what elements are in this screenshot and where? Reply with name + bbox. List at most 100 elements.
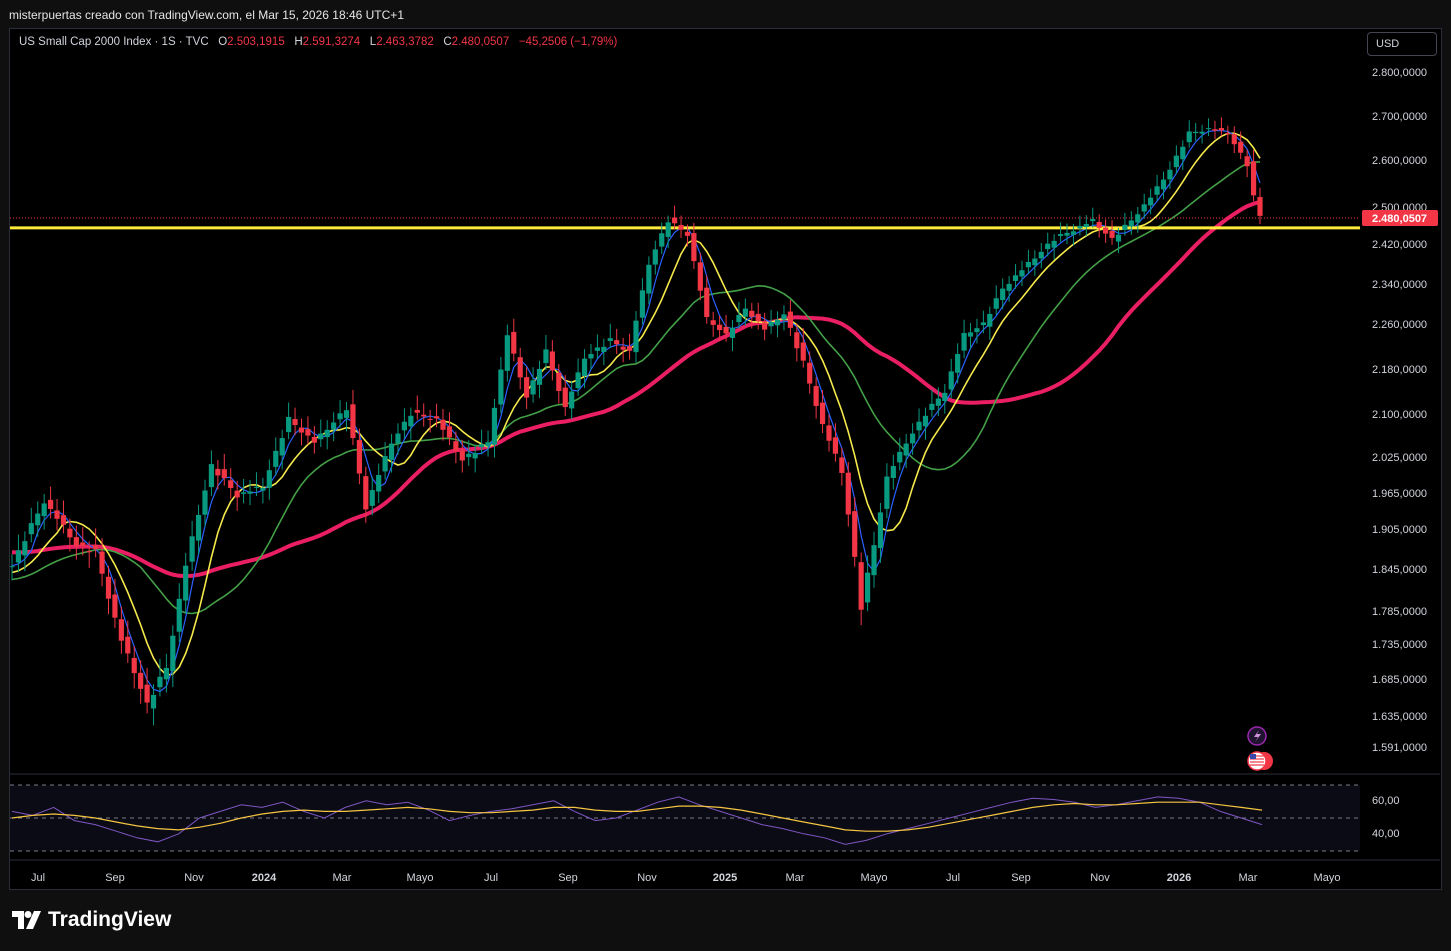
candle — [942, 384, 948, 414]
candle-body — [762, 322, 768, 330]
candle — [1038, 243, 1044, 269]
x-tick-label: Jul — [484, 872, 498, 884]
tradingview-logo-icon — [12, 911, 41, 929]
candle-body — [1218, 128, 1225, 131]
candle — [524, 367, 530, 409]
candle-body — [916, 421, 922, 431]
candle — [594, 334, 601, 360]
candle-body — [864, 572, 871, 603]
candle-body — [858, 562, 864, 610]
candle — [427, 410, 433, 433]
candle-body — [273, 450, 279, 467]
candle — [221, 453, 227, 486]
candle-body — [221, 469, 227, 479]
candle — [556, 364, 562, 404]
candle — [1205, 118, 1212, 136]
candle — [125, 620, 131, 663]
candle-body — [195, 514, 202, 541]
candle-body — [601, 346, 607, 353]
candle — [1064, 223, 1070, 245]
candle-body — [1199, 131, 1205, 134]
candle-body — [138, 672, 144, 689]
candle-body — [588, 353, 594, 359]
candle — [253, 472, 260, 496]
candle-body — [118, 619, 124, 641]
candle-body — [897, 451, 903, 463]
candle — [208, 450, 215, 496]
candle-body — [1012, 275, 1019, 281]
candle — [729, 319, 736, 352]
candle — [922, 407, 929, 440]
candle — [15, 534, 22, 573]
candle-body — [1019, 270, 1025, 277]
y-tick-label: 1.965,0000 — [1372, 488, 1427, 500]
candle-body — [826, 425, 832, 441]
candle-body — [1212, 129, 1218, 131]
high-value: 2.591,3274 — [302, 36, 361, 48]
y-tick-label: 2.025,0000 — [1372, 452, 1427, 464]
y-tick-label: 1.735,0000 — [1372, 639, 1427, 651]
candle-body — [877, 512, 884, 549]
currency-button[interactable]: USD — [1367, 32, 1437, 56]
candle-body — [343, 410, 350, 418]
candle — [54, 499, 60, 531]
candle-body — [768, 322, 774, 327]
candle-body — [286, 416, 292, 433]
candle — [1193, 122, 1199, 141]
candle — [807, 351, 813, 394]
candle — [35, 501, 41, 537]
candle — [247, 480, 253, 506]
candle — [60, 500, 67, 534]
candle-body — [446, 426, 453, 438]
candle — [144, 668, 150, 714]
candle-body — [633, 320, 639, 353]
candle — [910, 423, 916, 455]
candle-body — [1250, 161, 1257, 196]
candle — [22, 531, 28, 572]
candle-body — [1225, 133, 1231, 135]
candle-body — [800, 342, 806, 361]
candle — [446, 412, 453, 446]
candle-body — [903, 443, 909, 456]
candle-body — [961, 333, 967, 351]
ma-mid-line — [11, 132, 1261, 676]
us-flag-event-icon[interactable] — [1247, 751, 1273, 771]
x-tick-label: Mar — [1239, 872, 1258, 884]
candle — [691, 222, 697, 269]
candle-body — [884, 476, 890, 509]
candle-body — [176, 598, 182, 632]
y-tick-label: 1.685,0000 — [1372, 674, 1427, 686]
candle — [659, 222, 665, 254]
symbol-name: US Small Cap 2000 Index · 1S · TVC — [19, 36, 209, 48]
candle-body — [479, 444, 485, 448]
candle — [356, 428, 362, 485]
candle-body — [163, 667, 169, 680]
x-tick-label: 2026 — [1167, 872, 1191, 884]
tradingview-logo[interactable]: TradingView — [12, 908, 171, 932]
symbol-legend[interactable]: US Small Cap 2000 Index · 1S · TVC O2.50… — [19, 36, 617, 48]
candle-body — [626, 346, 633, 351]
y-tick-label: 2.340,0000 — [1372, 279, 1427, 291]
candle — [1083, 215, 1089, 236]
lightning-event-icon[interactable] — [1247, 726, 1267, 746]
candle — [569, 380, 575, 420]
candle — [1186, 120, 1192, 148]
candle-body — [536, 368, 543, 385]
price-chart[interactable]: 60,00 40,00 2.800,0000 2.700,0000 2.600,000… — [10, 29, 1441, 889]
candle-body — [228, 480, 234, 489]
y-tick-label: 2.800,0000 — [1372, 67, 1427, 79]
candle — [414, 395, 420, 420]
candle-body — [1167, 169, 1173, 180]
candle — [929, 389, 935, 417]
candle-body — [993, 298, 999, 309]
candle-body — [935, 398, 941, 406]
candle-body — [73, 537, 79, 547]
y-tick-label: 2.180,0000 — [1372, 364, 1427, 376]
candle — [832, 423, 839, 462]
candle — [987, 306, 993, 340]
candle — [215, 460, 221, 490]
y-tick-label: 1.905,0000 — [1372, 524, 1427, 536]
candle-body — [35, 513, 41, 526]
candle-body — [1077, 225, 1083, 229]
candle — [395, 423, 401, 455]
